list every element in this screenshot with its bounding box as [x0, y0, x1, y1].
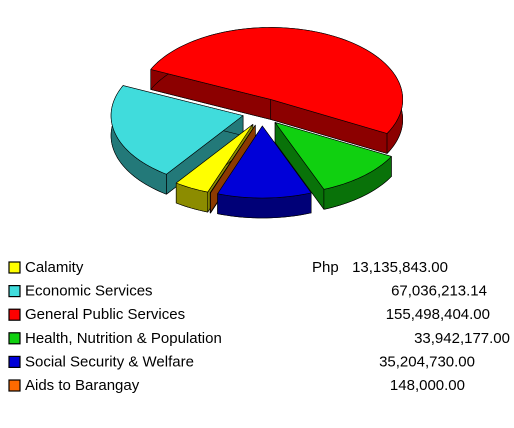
- legend-label: Calamity: [25, 259, 84, 276]
- slice: [217, 125, 312, 199]
- slice: [274, 122, 392, 190]
- value-label: 33,942,177.00: [414, 330, 510, 347]
- value-label: 67,036,213.14: [391, 283, 487, 300]
- slice: [110, 85, 244, 175]
- legend-label: Economic Services: [25, 283, 153, 300]
- legend-swatch: [8, 332, 21, 345]
- slice: [209, 124, 256, 194]
- legend-label: General Public Services: [25, 306, 185, 323]
- value-label: 13,135,843.00: [352, 259, 448, 276]
- slice: [150, 27, 404, 134]
- legend-swatch: [8, 285, 21, 298]
- legend-swatch: [8, 261, 21, 274]
- legend-swatch: [8, 308, 21, 321]
- legend-swatch: [8, 355, 21, 368]
- legend-label: Social Security & Welfare: [25, 353, 194, 370]
- value-label: 35,204,730.00: [379, 353, 475, 370]
- currency-label: Php: [312, 259, 339, 276]
- slice: [175, 124, 254, 193]
- value-label: 148,000.00: [390, 377, 465, 394]
- value-label: 155,498,404.00: [386, 306, 490, 323]
- legend-label: Aids to Barangay: [25, 377, 140, 394]
- legend-label: Health, Nutrition & Population: [25, 330, 222, 347]
- legend-swatch: [8, 379, 21, 392]
